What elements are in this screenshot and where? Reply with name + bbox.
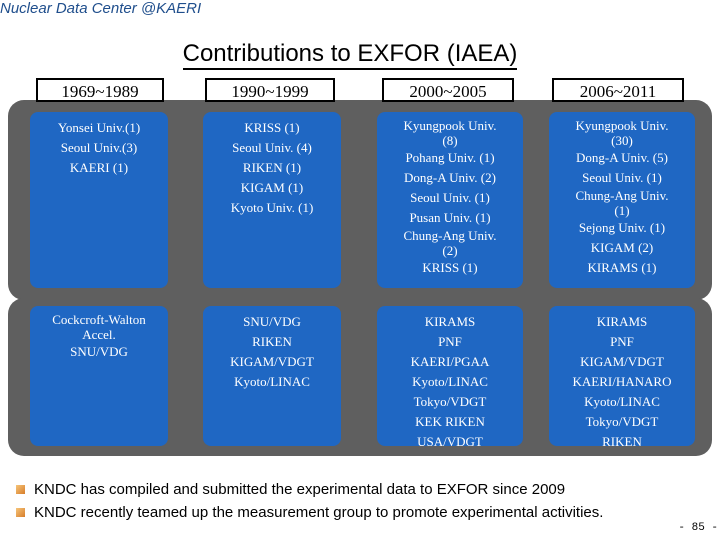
institution-entry: Yonsei Univ.(1) <box>57 120 141 135</box>
facility-entry: Kyoto/LINAC <box>584 394 660 409</box>
institution-entry: Dong-A Univ. (2) <box>404 170 496 185</box>
slide-title-text: Contributions to EXFOR (IAEA) <box>182 40 518 70</box>
institution-entry: KRISS (1) <box>422 260 478 275</box>
facility-entry: Tokyo/VDGT <box>413 394 487 409</box>
institution-entry: Seoul Univ.(3) <box>60 140 138 155</box>
institution-entry: Chung-Ang Univ. <box>403 228 497 243</box>
facility-entry: KAERI/HANARO <box>572 374 672 389</box>
facility-entry: PNF <box>438 334 462 349</box>
institution-entry: (1) <box>614 203 630 218</box>
page-number: - 85 - <box>678 522 718 534</box>
period-header-1969-1989: 1969~1989 <box>36 78 164 102</box>
institution-entry: RIKEN (1) <box>242 160 302 175</box>
facility-entry: RIKEN <box>252 334 292 349</box>
facility-entry: Cockcroft-Walton <box>52 312 146 327</box>
institution-entry: Seoul Univ. (1) <box>410 190 490 205</box>
institution-entry: KRISS (1) <box>244 120 300 135</box>
facility-entry: Kyoto/LINAC <box>412 374 488 389</box>
institutions-cell-2000-2005: Kyungpook Univ. (8) Pohang Univ. (1) Don… <box>377 112 523 288</box>
org-header: Nuclear Data Center @KAERI <box>0 0 202 17</box>
institution-entry: Pohang Univ. (1) <box>405 150 495 165</box>
bullet-square-icon <box>16 508 25 517</box>
facilities-cell-1990-1999: SNU/VDG RIKEN KIGAM/VDGT Kyoto/LINAC <box>203 306 341 446</box>
institution-entry: Kyungpook Univ. <box>403 118 497 133</box>
facility-entry: SNU/VDG <box>70 344 128 359</box>
institution-entry: Seoul Univ. (4) <box>232 140 312 155</box>
bullet-item: KNDC has compiled and submitted the expe… <box>16 478 716 501</box>
slide-title: Contributions to EXFOR (IAEA) <box>0 40 700 70</box>
facility-entry: KAERI/PGAA <box>410 354 490 369</box>
facilities-cell-2000-2005: KIRAMS PNF KAERI/PGAA Kyoto/LINAC Tokyo/… <box>377 306 523 446</box>
facility-entry: Kyoto/LINAC <box>234 374 310 389</box>
institution-entry: KIGAM (1) <box>240 180 304 195</box>
bullet-text: KNDC recently teamed up the measurement … <box>34 504 604 521</box>
facility-entry: RIKEN <box>602 434 642 446</box>
facility-entry: SNU/VDG <box>243 314 301 329</box>
facilities-cell-2006-2011: KIRAMS PNF KIGAM/VDGT KAERI/HANARO Kyoto… <box>549 306 695 446</box>
bullet-list: KNDC has compiled and submitted the expe… <box>16 478 716 524</box>
institution-entry: Seoul Univ. (1) <box>582 170 662 185</box>
institution-entry: KIGAM (2) <box>590 240 654 255</box>
institution-entry: Dong-A Univ. (5) <box>576 150 668 165</box>
institution-entry: (30) <box>611 133 633 148</box>
facility-entry: USA/VDGT <box>417 434 483 446</box>
facility-entry: Accel. <box>82 327 116 342</box>
institutions-cell-1990-1999: KRISS (1) Seoul Univ. (4) RIKEN (1) KIGA… <box>203 112 341 288</box>
institution-entry: Kyoto Univ. (1) <box>230 200 314 215</box>
bullet-item: KNDC recently teamed up the measurement … <box>16 501 716 524</box>
institution-entry: Kyungpook Univ. <box>575 118 669 133</box>
facility-entry: KIGAM/VDGT <box>230 354 314 369</box>
institutions-cell-2006-2011: Kyungpook Univ. (30) Dong-A Univ. (5) Se… <box>549 112 695 288</box>
institution-entry: KAERI (1) <box>69 160 129 175</box>
period-header-2006-2011: 2006~2011 <box>552 78 684 102</box>
institutions-cell-1969-1989: Yonsei Univ.(1) Seoul Univ.(3) KAERI (1) <box>30 112 168 288</box>
facility-entry: PNF <box>610 334 634 349</box>
facility-entry: KIRAMS <box>596 314 648 329</box>
facility-entry: Tokyo/VDGT <box>585 414 659 429</box>
institution-entry: (2) <box>442 243 458 258</box>
period-header-1990-1999: 1990~1999 <box>205 78 335 102</box>
bullet-text: KNDC has compiled and submitted the expe… <box>34 481 566 498</box>
institution-entry: KIRAMS (1) <box>587 260 657 275</box>
institution-entry: Pusan Univ. (1) <box>409 210 491 225</box>
facilities-cell-1969-1989: Cockcroft-Walton Accel. SNU/VDG <box>30 306 168 446</box>
institution-entry: Chung-Ang Univ. <box>575 188 669 203</box>
facility-entry: KIRAMS <box>424 314 476 329</box>
institution-entry: Sejong Univ. (1) <box>578 220 666 235</box>
institution-entry: (8) <box>442 133 458 148</box>
facility-entry: KIGAM/VDGT <box>580 354 664 369</box>
facility-entry: KEK RIKEN <box>415 414 485 429</box>
period-header-2000-2005: 2000~2005 <box>382 78 514 102</box>
bullet-square-icon <box>16 485 25 494</box>
